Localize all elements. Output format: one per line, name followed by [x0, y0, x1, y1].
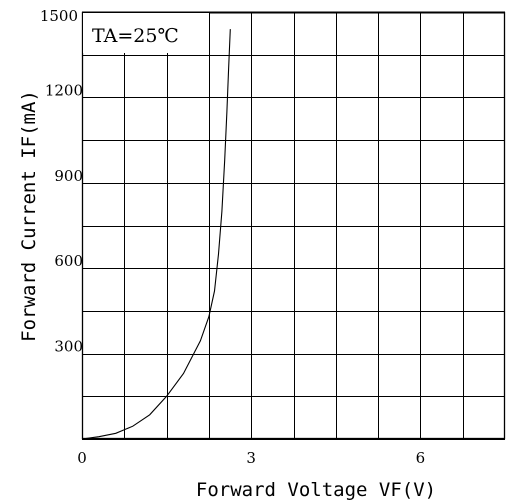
y-tick-label-4: 1500: [40, 7, 78, 25]
y-tick-label-3: 1200: [45, 81, 83, 99]
annotation-box: [83, 13, 209, 53]
x-tick-label-0: 0: [77, 449, 87, 467]
tick-labels: 0 3 6 300 600 900 1200 1500: [40, 7, 425, 467]
iv-curve-line: [81, 29, 231, 440]
y-tick-label-1: 600: [54, 252, 83, 270]
y-axis-title: Forward Current IF(mA): [18, 90, 40, 342]
annotation-text: TA=25℃: [92, 25, 179, 47]
plot-frame: [81, 11, 506, 440]
y-tick-label-2: 900: [54, 167, 83, 185]
x-tick-label-2: 6: [416, 449, 426, 467]
x-axis-title: Forward Voltage VF(V): [196, 479, 436, 501]
y-tick-label-0: 300: [54, 338, 83, 356]
grid: [82, 11, 505, 440]
x-tick-label-1: 3: [246, 449, 256, 467]
